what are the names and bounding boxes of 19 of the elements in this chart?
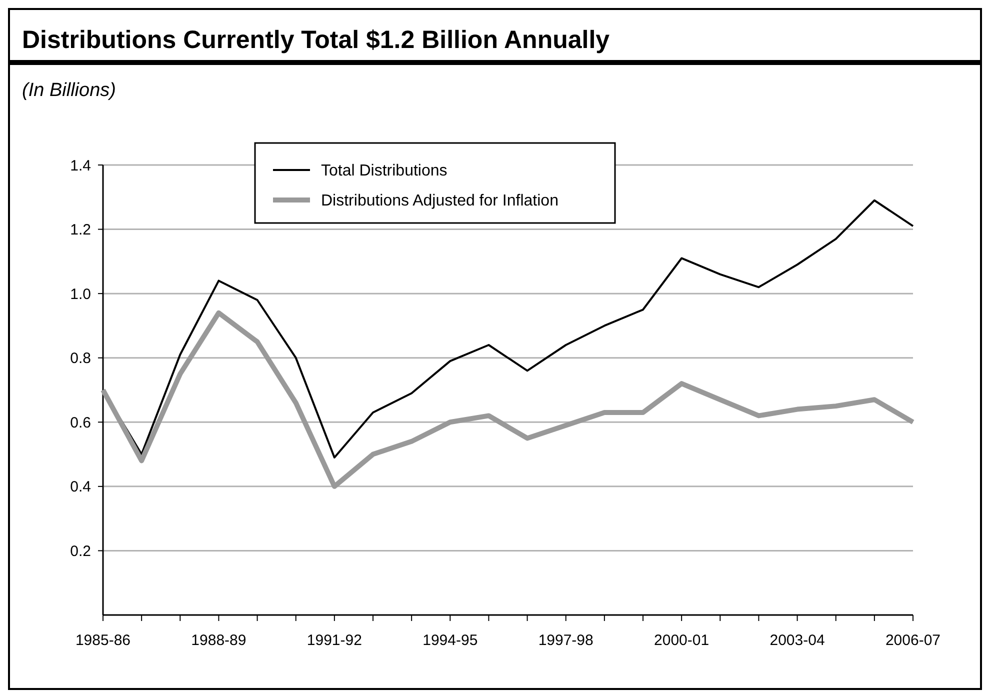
x-tick-label: 1997-98 bbox=[538, 632, 594, 649]
y-tick-label: 1.0 bbox=[70, 286, 91, 303]
y-tick-label: 0.6 bbox=[70, 414, 91, 432]
legend-label: Distributions Adjusted for Inflation bbox=[321, 192, 558, 210]
y-tick-label: 1.4 bbox=[70, 157, 91, 174]
chart-subtitle: (In Billions) bbox=[22, 80, 116, 101]
x-tick-label: 1985-86 bbox=[75, 632, 131, 649]
y-tick-label: 0.8 bbox=[70, 350, 91, 368]
x-tick-label: 1994-95 bbox=[422, 632, 478, 649]
x-tick-label: 2006-07 bbox=[885, 632, 941, 649]
y-tick-label: 1.2 bbox=[70, 222, 91, 239]
y-tick-label: 0.4 bbox=[70, 478, 91, 496]
chart-title: Distributions Currently Total $1.2 Billion Annually bbox=[22, 26, 610, 54]
x-tick-label: 2003-04 bbox=[770, 632, 825, 649]
x-tick-label: 1991-92 bbox=[306, 632, 362, 649]
y-tick-label: 0.2 bbox=[70, 542, 91, 560]
x-tick-label: 1988-89 bbox=[191, 632, 246, 649]
legend-label: Total Distributions bbox=[321, 162, 448, 180]
x-tick-label: 2000-01 bbox=[654, 632, 710, 649]
